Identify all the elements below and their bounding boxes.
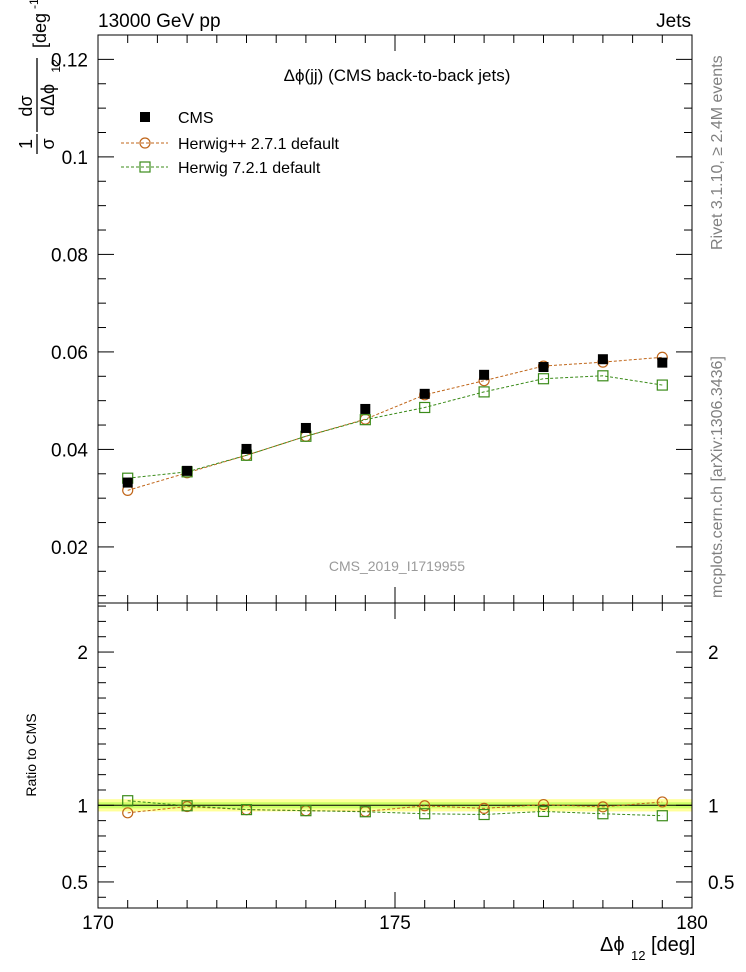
ratio-y-tick-label: 1	[77, 796, 88, 817]
y-tick-label: 0.12	[51, 50, 88, 71]
main-series-lines	[127, 356, 663, 491]
main-series-point	[122, 477, 133, 488]
main-series-point	[419, 401, 431, 414]
ratio-series-point	[359, 806, 371, 818]
ylabel-dsigma: dσ	[16, 95, 36, 116]
main-series-point	[479, 369, 490, 380]
ratio-series-line-1	[127, 800, 663, 817]
legend-label: Herwig 7.2.1 default	[178, 160, 321, 177]
ratio-series-point	[240, 804, 253, 816]
ratio-y-tick-label-right: 1	[708, 796, 719, 817]
ratio-series-point	[419, 808, 431, 820]
ratio-y-tick-label-right: 2	[708, 643, 719, 664]
y-tick-label: 0.06	[51, 343, 88, 364]
y-tick-label: 0.02	[51, 538, 88, 559]
main-panel: 0.02 0.04 0.06 0.08 0.1 0.12 Δϕ(jj) (CMS back…	[51, 34, 693, 604]
x-tick-label: 175	[379, 913, 411, 934]
ratio-panel-frame	[97, 602, 693, 909]
main-series-point	[359, 414, 371, 426]
ylabel-units-exponent: -1	[27, 0, 41, 9]
y-tick-label: 0.04	[51, 440, 88, 461]
ratio-series-point	[537, 805, 550, 818]
ratio-series-point	[478, 802, 490, 814]
ratio-ticks	[97, 603, 693, 908]
main-series-point	[656, 379, 668, 391]
ratio-y-tick-label: 0.5	[62, 873, 88, 894]
ylabel-subscript: 12	[49, 59, 63, 73]
ratio-series-marks	[122, 795, 668, 822]
ratio-series-point	[656, 810, 668, 822]
ratio-series-point	[597, 808, 609, 820]
ratio-series-point	[419, 800, 431, 812]
main-series-point	[597, 354, 608, 365]
xlabel-units: [deg]	[651, 934, 695, 956]
ylabel-numerator: 1	[16, 139, 36, 149]
ratio-series-point	[122, 807, 134, 819]
main-series-point	[597, 370, 609, 382]
main-series-marks	[122, 351, 668, 496]
ratio-series-point	[181, 800, 193, 812]
ratio-series-point	[656, 796, 668, 808]
x-tick-label: 170	[82, 913, 114, 934]
ratio-series-point	[122, 795, 134, 807]
main-y-axis-label: 1 σ dσ dΔϕ 12 [deg -1 ]	[16, 0, 63, 154]
main-series-point	[241, 443, 252, 454]
main-series-point	[182, 465, 193, 476]
x-tick-label: 180	[676, 913, 708, 934]
main-series-point	[300, 422, 311, 433]
main-ticks	[97, 35, 693, 603]
ratio-y-tick-label: 2	[77, 643, 88, 664]
legend-label: CMS	[178, 110, 214, 127]
chart-title: Δϕ(jj) (CMS back-to-back jets)	[284, 66, 511, 85]
ratio-series-lines	[127, 800, 663, 817]
chart-watermark: CMS_2019_I1719955	[329, 558, 465, 574]
legend-marker	[139, 161, 151, 173]
main-series-line-1	[127, 375, 663, 479]
legend-marker	[140, 112, 150, 122]
ratio-series-line-0	[127, 801, 663, 814]
ylabel-sigma: σ	[38, 138, 58, 149]
xlabel-subscript: 12	[631, 948, 645, 963]
ylabel-units: [deg	[30, 13, 50, 48]
y-tick-label: 0.08	[51, 245, 88, 266]
header-left: 13000 GeV pp	[98, 11, 221, 32]
main-tick-labels: 0.02 0.04 0.06 0.08 0.1 0.12	[51, 50, 88, 559]
ratio-series-point	[597, 801, 609, 813]
xlabel-delta-phi: Δϕ	[600, 934, 625, 956]
ylabel-ddphi: dΔϕ	[38, 84, 58, 116]
main-series-point	[419, 388, 430, 399]
ratio-y-tick-label-right: 0.5	[708, 873, 734, 894]
ratio-series-point	[300, 805, 312, 817]
main-series-point	[478, 386, 490, 398]
y-tick-label: 0.1	[62, 148, 88, 169]
ratio-y-axis-label: Ratio to CMS	[23, 713, 39, 796]
main-series-point	[360, 403, 371, 414]
ratio-series-point	[478, 808, 490, 821]
main-series-point	[537, 373, 550, 385]
main-series-point	[538, 362, 549, 373]
ratio-series-point	[537, 798, 550, 811]
rivet-label: Rivet 3.1.10, ≥ 2.4M events	[709, 55, 726, 250]
mcplots-label: mcplots.cern.ch [arXiv:1306.3436]	[709, 356, 726, 598]
legend-marker	[139, 137, 151, 149]
header-right: Jets	[656, 11, 691, 32]
legend-label: Herwig++ 2.7.1 default	[178, 136, 340, 153]
x-axis-label: Δϕ 12 [deg]	[600, 934, 695, 963]
legend: CMS Herwig++ 2.7.1 default Herwig 7.2.1 de…	[121, 110, 340, 177]
main-series-point	[657, 357, 668, 368]
